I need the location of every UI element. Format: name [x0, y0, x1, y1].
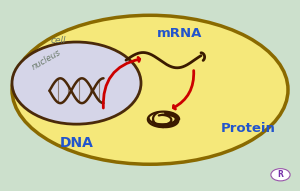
Ellipse shape — [12, 42, 141, 124]
Text: R: R — [277, 170, 283, 179]
Text: Protein: Protein — [220, 122, 275, 135]
Text: mRNA: mRNA — [157, 27, 203, 40]
Text: DNA: DNA — [60, 136, 93, 150]
Ellipse shape — [12, 15, 288, 164]
Text: nucleus: nucleus — [30, 48, 63, 72]
Text: cell: cell — [51, 36, 66, 45]
Circle shape — [271, 169, 290, 181]
